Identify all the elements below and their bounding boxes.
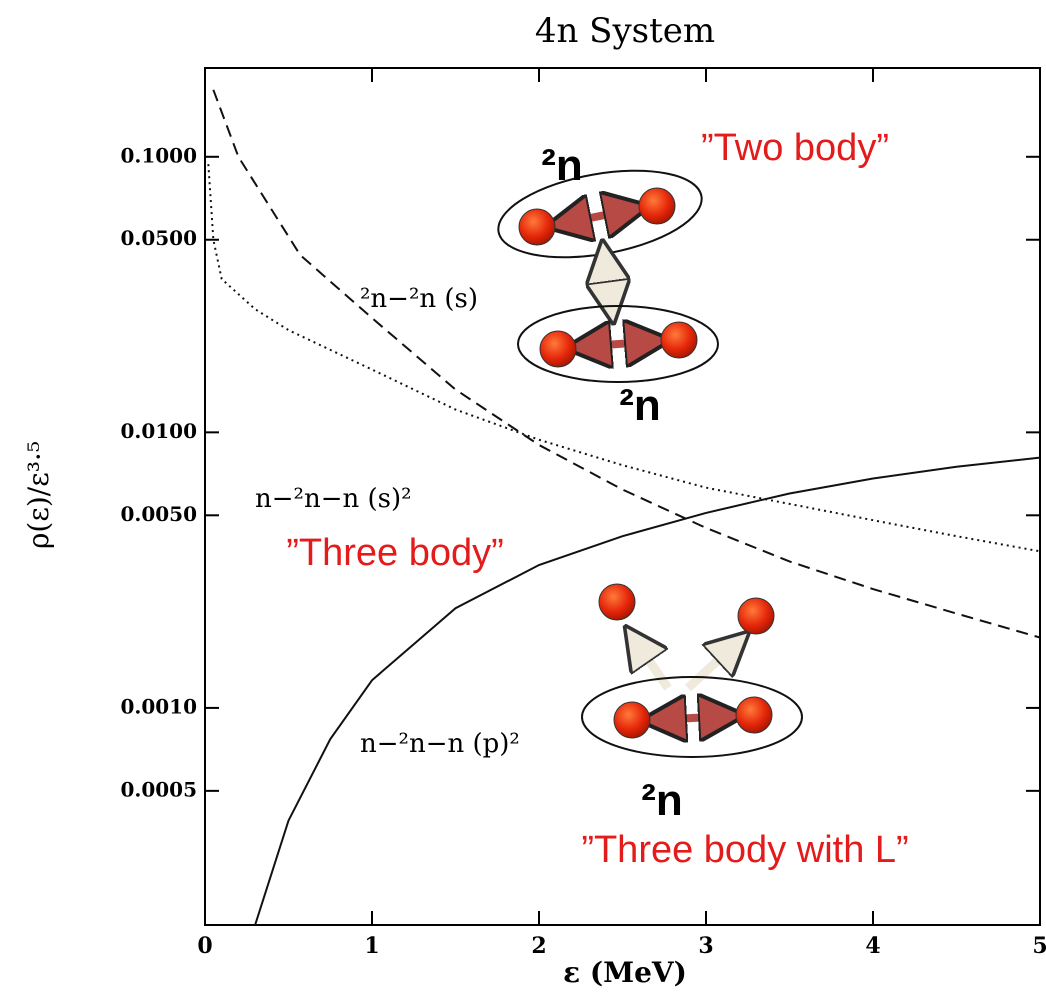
diagram-label: ²n: [641, 776, 683, 825]
x-tick-label: 4: [865, 933, 880, 959]
x-axis-label: ε (MeV): [563, 956, 687, 989]
plot-frame: [204, 67, 1041, 926]
y-tick-label: 0.0005: [120, 777, 197, 801]
series-line: [212, 89, 1040, 639]
diagram-three-body: [581, 583, 803, 758]
diagram-two-body: [497, 169, 719, 383]
diagram-label: ²n: [541, 141, 583, 190]
y-tick-label: 0.0050: [120, 502, 197, 526]
annotation: ”Two body”: [701, 127, 889, 169]
y-tick-label: 0.1000: [120, 143, 197, 167]
x-tick-label: 5: [1032, 933, 1046, 959]
x-tick-label: 1: [364, 933, 379, 959]
x-tick-label: 2: [531, 933, 546, 959]
series-label: ²n−²n (s): [360, 284, 478, 314]
diagram-label: ²n: [619, 381, 661, 430]
series-label: n−²n−n (s)²: [255, 484, 412, 514]
y-tick-label: 0.0100: [120, 419, 197, 443]
annotation: ”Three body with L”: [581, 829, 908, 871]
chart-title: 4n System: [535, 11, 715, 51]
annotation: ”Three body”: [286, 532, 504, 574]
y-tick-label: 0.0500: [120, 226, 197, 250]
series-label: n−²n−n (p)²: [360, 729, 520, 759]
x-tick-label: 3: [698, 933, 713, 959]
series-line: [254, 456, 1040, 925]
plot-area: [207, 89, 1040, 925]
x-tick-label: 0: [197, 933, 212, 959]
y-axis-label: ρ(ε)/ε³·⁵: [22, 441, 55, 549]
y-tick-label: 0.0010: [120, 694, 197, 718]
